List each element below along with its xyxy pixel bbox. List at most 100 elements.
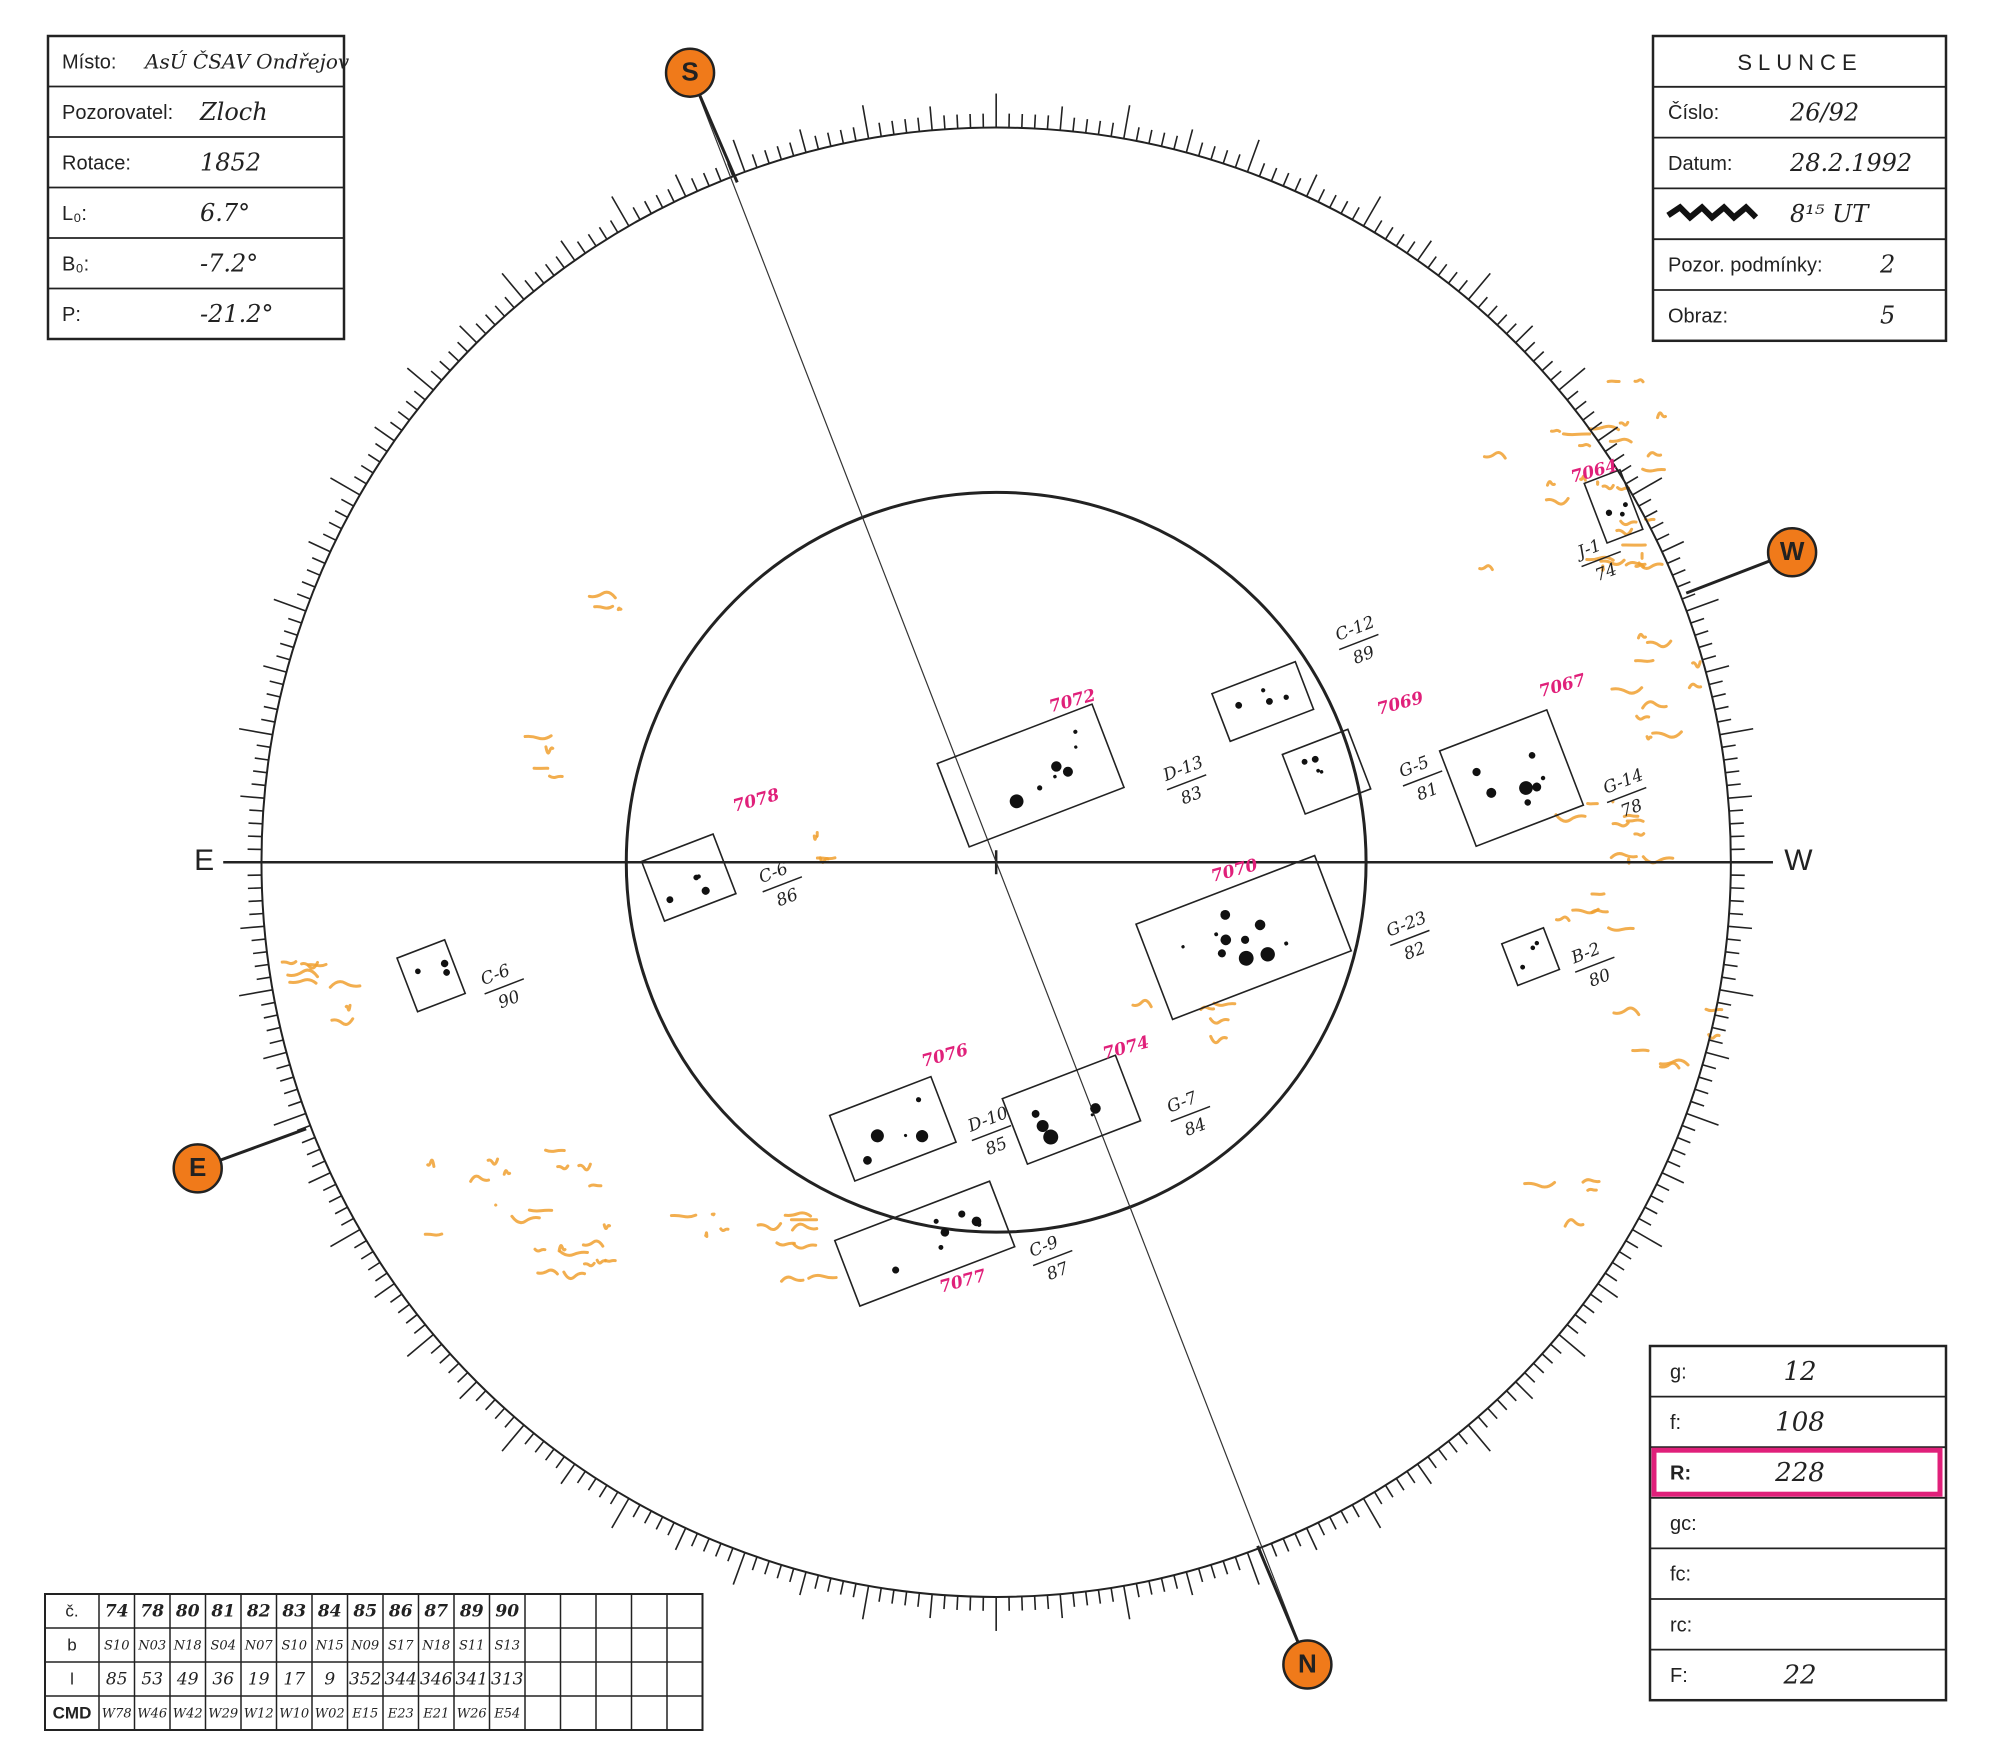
limb-tick	[751, 1556, 758, 1571]
limb-tick	[306, 568, 321, 576]
limb-tick	[306, 1148, 321, 1156]
noaa-number: 7074	[1101, 1032, 1152, 1064]
limb-tick	[1427, 256, 1437, 269]
sunspot	[443, 969, 450, 976]
field-value: 108	[1775, 1408, 1825, 1438]
facula	[558, 1250, 589, 1257]
limb-tick	[587, 233, 597, 247]
limb-tick	[283, 630, 298, 636]
limb-tick	[799, 129, 807, 153]
facula	[1645, 735, 1653, 741]
limb-tick	[239, 989, 273, 997]
limb-tick	[1558, 367, 1586, 391]
limb-tick	[576, 1470, 587, 1484]
limb-tick	[1638, 1217, 1652, 1226]
field-value: 228	[1774, 1458, 1825, 1488]
limb-tick	[1084, 119, 1089, 134]
limb-tick	[1305, 1527, 1318, 1551]
limb-tick	[360, 464, 374, 474]
field-value: 26/92	[1789, 98, 1859, 126]
limb-tick	[732, 139, 746, 173]
sunspot	[1283, 694, 1289, 700]
limb-tick	[252, 770, 268, 774]
sunspot	[1261, 688, 1266, 693]
sn-axis	[689, 72, 1308, 1665]
row-header: b	[67, 1635, 76, 1654]
facula	[1634, 658, 1655, 663]
limb-tick	[560, 1463, 576, 1485]
limb-tick	[1694, 630, 1709, 636]
facula	[1631, 1048, 1650, 1053]
limb-tick	[524, 1432, 535, 1445]
limb-tick	[1672, 1148, 1686, 1156]
limb-tick	[457, 341, 469, 353]
limb-tick	[1457, 279, 1468, 292]
limb-tick	[1033, 1595, 1037, 1610]
cell: N18	[173, 1639, 202, 1654]
region-number: 89	[1350, 642, 1378, 668]
limb-tick	[632, 207, 641, 221]
limb-tick	[1222, 149, 1229, 164]
limb-tick	[484, 314, 496, 326]
limb-tick	[917, 117, 921, 132]
sunspot	[933, 1218, 939, 1224]
facula	[300, 960, 320, 970]
limb-tick	[598, 1484, 608, 1498]
cell: 81	[210, 1602, 235, 1622]
facula	[1601, 483, 1615, 491]
limb-tick	[240, 925, 265, 930]
region-number: 84	[1182, 1114, 1209, 1140]
limb-tick	[375, 1272, 388, 1282]
cell: W29	[208, 1707, 238, 1722]
field-value: AsÚ ČSAV Ondřejov	[143, 49, 350, 74]
limb-tick	[1729, 899, 1744, 903]
limb-tick	[1373, 1491, 1383, 1505]
limb-tick	[1667, 1160, 1681, 1168]
marker	[1282, 1639, 1333, 1690]
sunspot	[1073, 729, 1078, 734]
cell: 85	[352, 1602, 377, 1622]
limb-tick	[1705, 665, 1730, 673]
limb-tick	[814, 1574, 820, 1589]
limb-tick	[1072, 117, 1076, 132]
field-value: 8¹⁵ UT	[1790, 200, 1870, 228]
limb-tick	[322, 1183, 337, 1192]
limb-tick	[1135, 1583, 1140, 1598]
facula	[1641, 467, 1666, 473]
limb-tick	[273, 598, 307, 612]
sunspot	[1240, 935, 1250, 944]
field-value: 5	[1880, 302, 1895, 330]
limb-tick	[256, 976, 271, 981]
facula	[593, 604, 615, 610]
limb-tick	[269, 680, 284, 686]
limb-tick	[1725, 950, 1740, 955]
limb-tick	[1210, 146, 1216, 160]
limb-tick	[1681, 1124, 1696, 1132]
limb-tick	[330, 1228, 361, 1248]
limb-tick	[1222, 1560, 1229, 1575]
sunspot	[1238, 950, 1254, 966]
limb-tick	[852, 1583, 857, 1598]
limb-tick	[1690, 1100, 1705, 1107]
limb-tick	[891, 120, 895, 135]
facula	[669, 1213, 698, 1219]
limb-tick	[1550, 1343, 1562, 1355]
limb-tick	[459, 325, 478, 344]
field-label: Datum:	[1668, 153, 1732, 175]
region-number: 81	[1414, 779, 1441, 805]
sunspot	[693, 874, 700, 881]
limb-tick	[1644, 1206, 1658, 1215]
facula	[330, 1017, 355, 1026]
region	[833, 1180, 1016, 1308]
limb-tick	[1046, 115, 1050, 130]
limb-tick	[943, 115, 946, 130]
limb-tick	[1721, 976, 1736, 981]
limb-tick	[448, 1362, 460, 1374]
region-number: 80	[1586, 965, 1614, 991]
region	[1438, 708, 1585, 848]
limb-tick	[764, 149, 770, 164]
facula	[1633, 378, 1645, 384]
region-box	[1281, 728, 1372, 816]
limb-tick	[439, 1353, 451, 1364]
facula	[1637, 561, 1664, 570]
